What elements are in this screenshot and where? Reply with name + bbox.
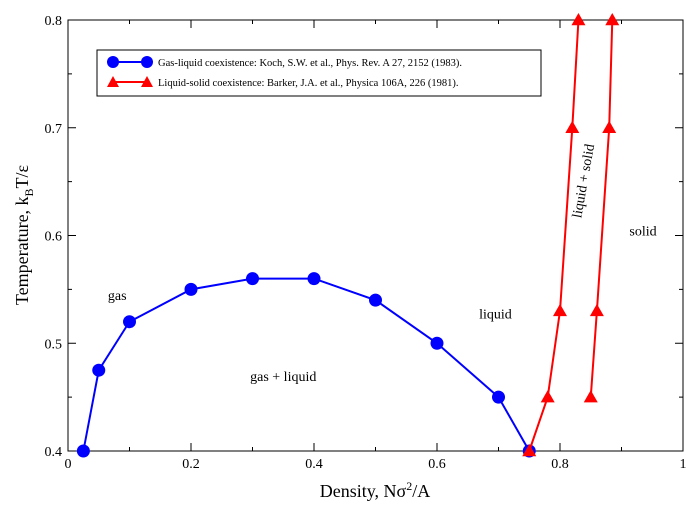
legend: Gas-liquid coexistence: Koch, S.W. et al… — [96, 49, 542, 97]
x-axis-title: Density, Nσ2/A — [320, 479, 431, 501]
region-label: solid — [629, 225, 656, 240]
x-tick-label: 0.4 — [305, 457, 323, 472]
x-tick-label: 1 — [680, 457, 687, 472]
legend-label-gas-liquid: Gas-liquid coexistence: Koch, S.W. et al… — [158, 58, 462, 69]
legend-marker-liquid-solid — [141, 76, 153, 87]
x-tick-label: 0.8 — [551, 457, 569, 472]
data-point-circle — [92, 363, 106, 377]
x-tick-label: 0.2 — [182, 457, 200, 472]
series-layer — [76, 13, 620, 458]
region-label: gas — [108, 289, 127, 304]
data-point-circle — [307, 272, 321, 286]
data-point-circle — [369, 293, 382, 307]
y-tick-label: 0.7 — [45, 122, 63, 137]
x-tick-label: 0 — [65, 457, 72, 472]
data-point-circle — [76, 444, 90, 458]
legend-label-liquid-solid: Liquid-solid coexistence: Barker, J.A. e… — [158, 78, 459, 89]
legend-marker-gas-liquid — [141, 56, 153, 68]
axis-ticks: 0 0.2 0.4 0.6 0.8 1 0.4 0.5 0.6 0.7 0.8 — [45, 14, 687, 472]
data-point-circle — [430, 336, 444, 350]
legend-box — [96, 49, 542, 97]
legend-marker-gas-liquid — [107, 56, 119, 68]
data-point-triangle — [605, 13, 620, 26]
series-line-0 — [82, 277, 531, 452]
data-point-triangle — [602, 120, 617, 133]
data-point-triangle — [571, 13, 586, 26]
data-point-triangle — [583, 390, 598, 403]
series-line-2 — [589, 19, 614, 398]
y-tick-label: 0.8 — [45, 14, 63, 29]
data-point-triangle — [553, 303, 567, 317]
region-label: gas + liquid — [250, 370, 316, 385]
y-axis-title: Temperature, kBT/ε — [12, 164, 36, 305]
y-tick-label: 0.6 — [45, 230, 63, 245]
data-point-circle — [246, 272, 259, 286]
data-point-triangle — [565, 120, 580, 133]
annotation-layer: gas gas + liquid liquid liquid + solid solid — [108, 143, 657, 385]
data-point-circle — [492, 390, 505, 404]
data-point-triangle — [589, 303, 604, 317]
data-point-triangle — [540, 390, 555, 403]
y-tick-label: 0.4 — [45, 445, 63, 460]
data-point-triangle — [522, 444, 537, 457]
data-point-circle — [123, 315, 136, 329]
region-label: liquid — [479, 307, 512, 322]
legend-marker-liquid-solid — [107, 76, 119, 87]
y-tick-label: 0.5 — [45, 337, 63, 352]
region-label: liquid + solid — [570, 143, 598, 219]
x-tick-label: 0.6 — [428, 457, 446, 472]
data-point-circle — [184, 282, 198, 296]
